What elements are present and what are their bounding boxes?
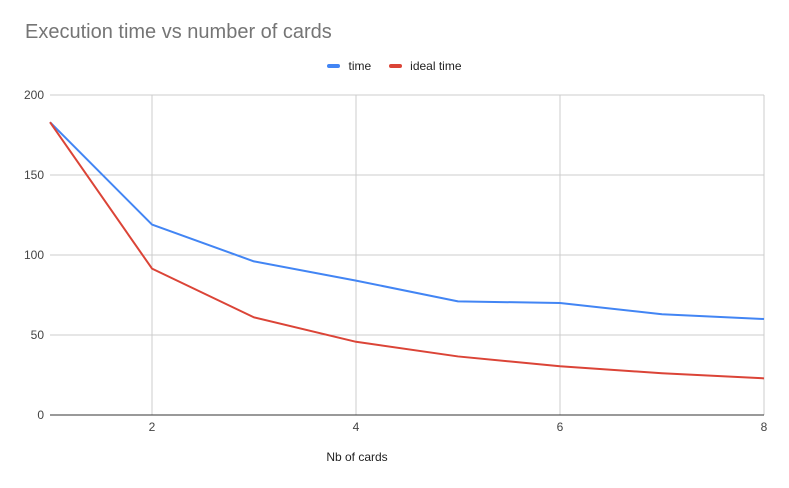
legend-label-time: time [348,59,372,73]
y-tick-label-100: 100 [24,248,44,262]
y-tick-label-150: 150 [24,168,44,182]
y-tick-label-200: 200 [24,88,44,102]
x-tick-label-8: 8 [761,420,768,434]
legend-item-time[interactable]: time [327,59,371,73]
legend-label-ideal-time: ideal time [410,59,462,73]
y-tick-label-0: 0 [37,408,44,422]
y-tick-label-50: 50 [31,328,45,342]
x-tick-label-2: 2 [149,420,156,434]
legend-item-ideal-time[interactable]: ideal time [389,59,462,73]
x-tick-label-6: 6 [557,420,564,434]
series-line-time [49,121,765,320]
x-tick-label-4: 4 [353,420,360,434]
legend-swatch-ideal-time [389,64,403,68]
x-axis-label: Nb of cards [326,450,387,464]
chart-title: Execution time vs number of cards [25,21,332,43]
legend-swatch-time [327,64,341,68]
legend: time ideal time [0,59,789,73]
series-line-ideal-time [49,121,765,380]
